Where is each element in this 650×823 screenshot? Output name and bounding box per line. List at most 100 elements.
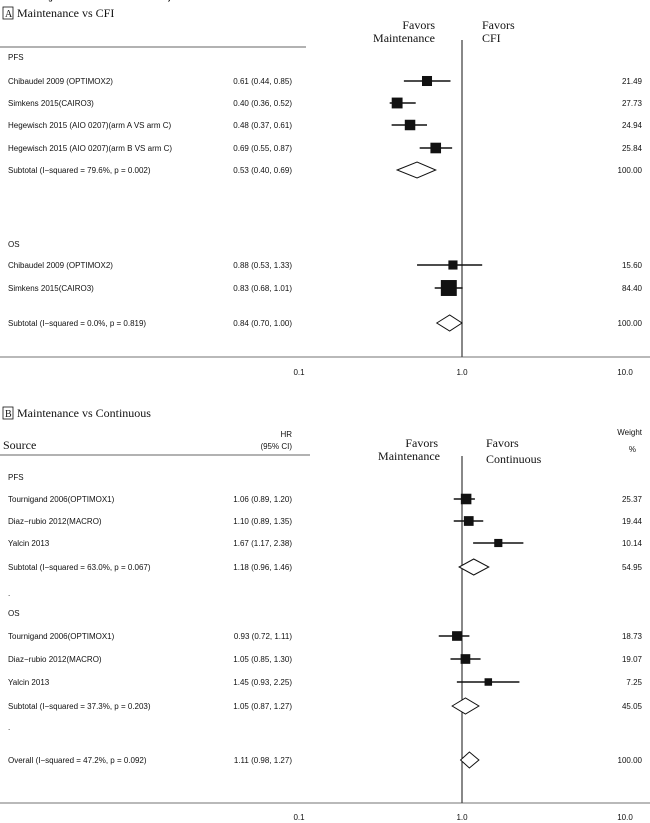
weight-text: 21.49 — [622, 77, 643, 86]
study-label: Hegewisch 2015 (AIO 0207)(arm A VS arm C… — [8, 121, 172, 130]
favors-left-line1: Favors — [405, 436, 438, 450]
weight-text: 100.00 — [618, 756, 643, 765]
weight-text: 100.00 — [618, 319, 643, 328]
x-tick-label: 1.0 — [456, 368, 468, 377]
weight-text: 45.05 — [622, 702, 643, 711]
hr-ci-text: 0.53 (0.40, 0.69) — [233, 166, 292, 175]
study-label: Chibaudel 2009 (OPTIMOX2) — [8, 77, 113, 86]
weight-text: 100.00 — [618, 166, 643, 175]
weight-text: 15.60 — [622, 261, 643, 270]
subtotal-label: Subtotal (I−squared = 37.3%, p = 0.203) — [8, 702, 151, 711]
pooled-diamond — [451, 697, 480, 715]
pooled-diamond — [435, 314, 463, 332]
study-label: Diaz−rubio 2012(MACRO) — [8, 655, 102, 664]
hr-ci-text: 0.61 (0.44, 0.85) — [233, 77, 292, 86]
weight-text: 25.84 — [622, 144, 643, 153]
point-estimate-marker — [421, 75, 433, 87]
note-label: NOTE: Weights are from random effects an… — [8, 0, 182, 2]
weight-text: 54.95 — [622, 563, 643, 572]
group-label: . — [8, 589, 10, 598]
hr-ci-text: 1.11 (0.98, 1.27) — [234, 756, 292, 765]
x-tick-label: 10.0 — [617, 368, 633, 377]
group-label: PFS — [8, 53, 24, 62]
point-estimate-marker — [494, 538, 503, 548]
study-label: Diaz−rubio 2012(MACRO) — [8, 517, 102, 526]
hr-ci-text: 1.05 (0.87, 1.27) — [233, 702, 292, 711]
point-estimate-marker — [460, 493, 472, 505]
point-estimate-marker — [440, 280, 457, 296]
study-label: Yalcin 2013 — [8, 539, 50, 548]
favors-left-line2: Maintenance — [378, 449, 440, 463]
study-label: Hegewisch 2015 (AIO 0207)(arm B VS arm C… — [8, 144, 172, 153]
hr-ci-text: 0.69 (0.55, 0.87) — [233, 144, 292, 153]
weight-text: 7.25 — [626, 678, 642, 687]
panel-label: A — [5, 9, 13, 20]
weight-text: 24.94 — [622, 121, 643, 130]
weight-text: 19.07 — [622, 655, 643, 664]
hr-ci-text: 0.93 (0.72, 1.11) — [234, 632, 292, 641]
header-source: Source — [3, 438, 36, 452]
point-estimate-marker — [460, 654, 471, 664]
x-tick-label: 0.1 — [293, 368, 305, 377]
hr-ci-text: 0.40 (0.36, 0.52) — [233, 99, 292, 108]
hr-ci-text: 1.67 (1.17, 2.38) — [233, 539, 292, 548]
study-label: Yalcin 2013 — [8, 678, 50, 687]
panel-title: Maintenance vs CFI — [17, 6, 114, 20]
point-estimate-marker — [448, 260, 458, 270]
group-label: PFS — [8, 473, 24, 482]
weight-text: 25.37 — [622, 495, 643, 504]
favors-right-line1: Favors — [482, 18, 515, 32]
header-weight-unit: % — [629, 445, 636, 454]
subtotal-label: Overall (I−squared = 47.2%, p = 0.092) — [8, 756, 147, 765]
subtotal-label: Subtotal (I−squared = 0.0%, p = 0.819) — [8, 319, 146, 328]
point-estimate-marker — [463, 516, 474, 526]
hr-ci-text: 0.48 (0.37, 0.61) — [233, 121, 292, 130]
study-label: Simkens 2015(CAIRO3) — [8, 284, 94, 293]
favors-right-line2: Continuous — [486, 452, 542, 466]
weight-text: 84.40 — [622, 284, 643, 293]
hr-ci-text: 1.18 (0.96, 1.46) — [233, 563, 292, 572]
group-label: OS — [8, 240, 20, 249]
point-estimate-marker — [430, 142, 442, 154]
weight-text: 18.73 — [622, 632, 643, 641]
hr-ci-text: 0.84 (0.70, 1.00) — [233, 319, 292, 328]
study-label: Simkens 2015(CAIRO3) — [8, 99, 94, 108]
pooled-diamond — [459, 751, 480, 769]
hr-ci-text: 0.83 (0.68, 1.01) — [233, 284, 292, 293]
hr-ci-text: 0.88 (0.53, 1.33) — [233, 261, 292, 270]
x-tick-label: 0.1 — [293, 813, 305, 822]
point-estimate-marker — [404, 119, 416, 131]
panel-label-box — [2, 406, 14, 420]
favors-left-line1: Favors — [402, 18, 435, 32]
favors-left-line2: Maintenance — [373, 31, 435, 45]
study-label: Tournigand 2006(OPTIMOX1) — [8, 632, 115, 641]
study-label: Tournigand 2006(OPTIMOX1) — [8, 495, 115, 504]
favors-right-line1: Favors — [486, 436, 519, 450]
x-tick-label: 10.0 — [617, 813, 633, 822]
group-label: . — [8, 723, 10, 732]
weight-text: 19.44 — [622, 517, 643, 526]
study-label: Chibaudel 2009 (OPTIMOX2) — [8, 261, 113, 270]
subtotal-label: Subtotal (I−squared = 79.6%, p = 0.002) — [8, 166, 151, 175]
favors-right-line2: CFI — [482, 31, 501, 45]
pooled-diamond — [458, 558, 490, 576]
pooled-diamond — [395, 161, 438, 179]
header-hr: HR — [280, 430, 292, 439]
panel-label: B — [5, 409, 12, 420]
x-tick-label: 1.0 — [456, 813, 468, 822]
point-estimate-marker — [452, 631, 462, 641]
hr-ci-text: 1.06 (0.89, 1.20) — [233, 495, 292, 504]
hr-ci-text: 1.05 (0.85, 1.30) — [233, 655, 292, 664]
note-label: NOTE: Weights are from random effects an… — [8, 0, 182, 2]
panel-title: Maintenance vs Continuous — [17, 406, 151, 420]
hr-ci-text: 1.10 (0.89, 1.35) — [233, 517, 292, 526]
header-ci: (95% CI) — [260, 442, 292, 451]
hr-ci-text: 1.45 (0.93, 2.25) — [233, 678, 292, 687]
weight-text: 10.14 — [622, 539, 643, 548]
point-estimate-marker — [484, 678, 493, 686]
point-estimate-marker — [391, 97, 403, 109]
group-label: OS — [8, 609, 20, 618]
weight-text: 27.73 — [622, 99, 643, 108]
subtotal-label: Subtotal (I−squared = 63.0%, p = 0.067) — [8, 563, 151, 572]
